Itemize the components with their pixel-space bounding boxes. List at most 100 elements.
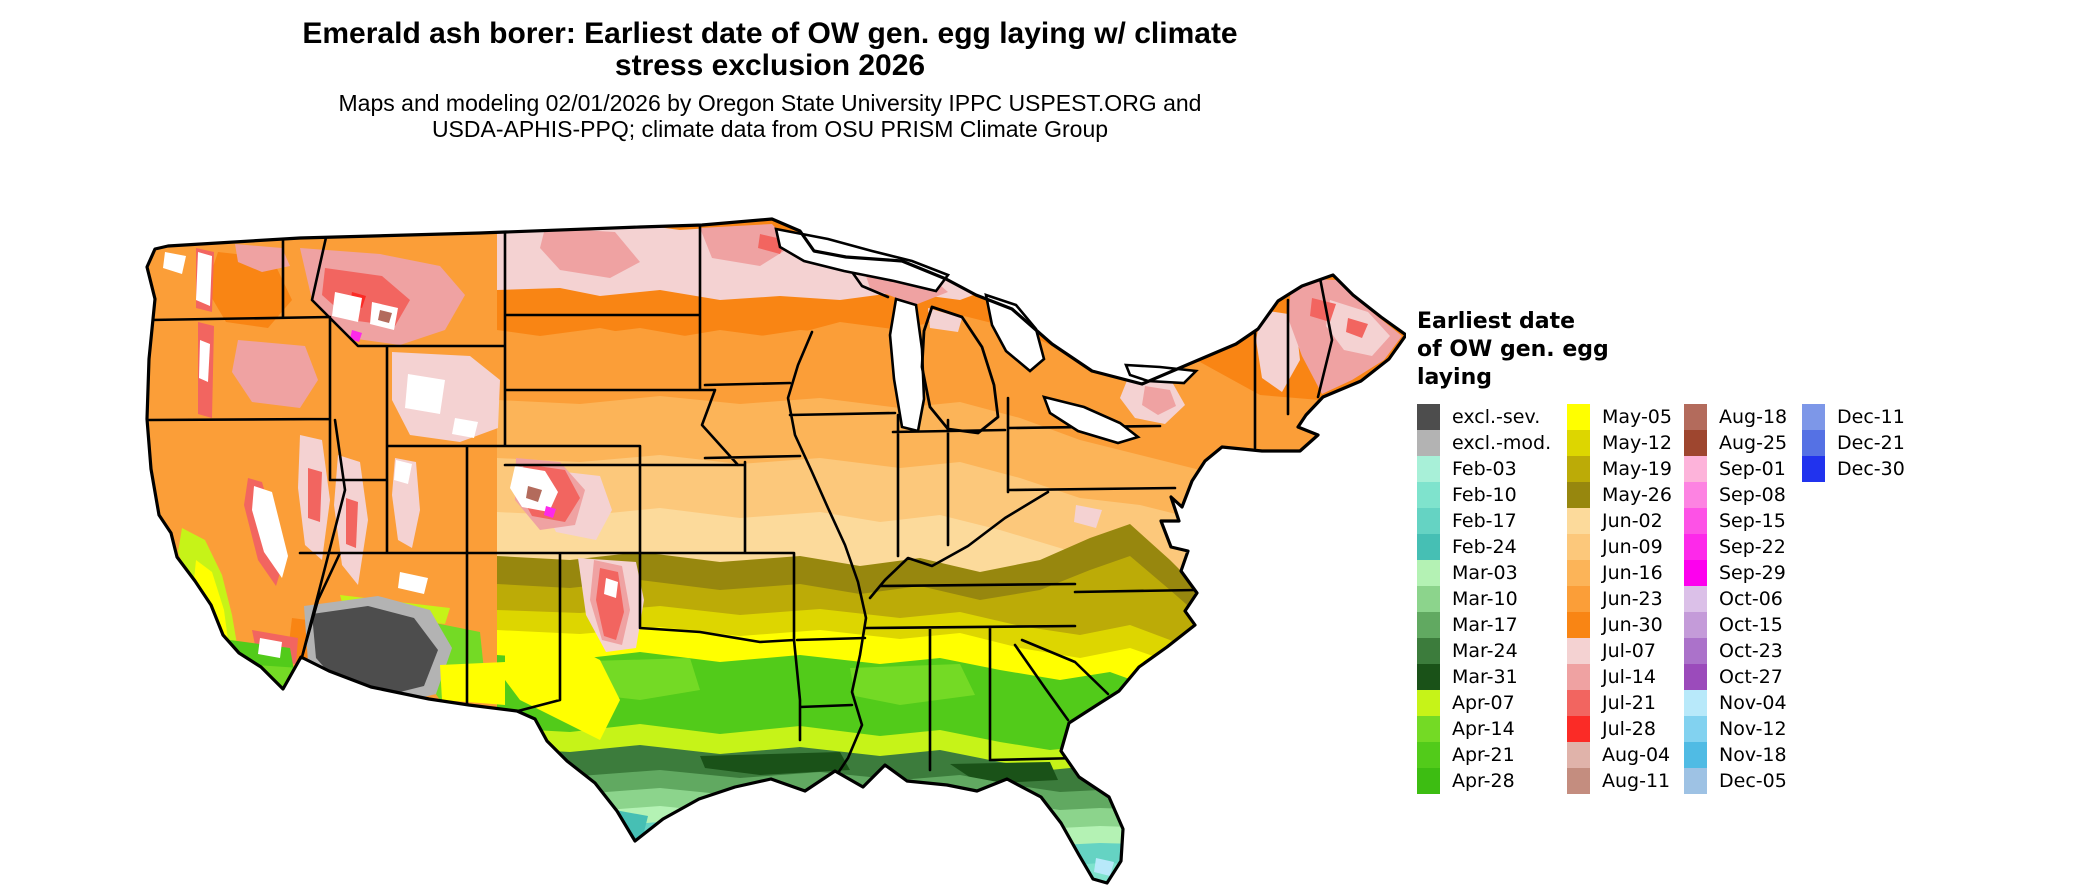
patch-arizona-excl-sev [312,606,438,696]
legend-swatch [1567,534,1590,560]
legend-entry: Sep-15 [1684,508,1787,534]
legend-entry: Oct-27 [1684,664,1787,690]
legend-label: excl.-mod. [1452,432,1552,454]
patch-white-peaks [163,252,618,658]
legend-entry: Mar-31 [1417,664,1551,690]
legend-entry: Jul-14 [1567,664,1672,690]
legend-label: Dec-11 [1837,406,1905,428]
legend-swatch [1567,742,1590,768]
legend-entry: Jul-21 [1567,690,1672,716]
legend-entry: Nov-04 [1684,690,1787,716]
legend-entry: Mar-24 [1417,638,1551,664]
legend-column-3: Aug-18 Aug-25 Sep-01 Sep-08 Sep-15 Sep-22 Sep-… [1684,404,1787,794]
legend-label: Jun-02 [1602,510,1663,532]
legend-label: Oct-27 [1719,666,1783,688]
legend-swatch [1567,612,1590,638]
legend-swatch [1417,690,1440,716]
legend-label: Jul-28 [1602,718,1656,740]
legend-entry: Apr-14 [1417,716,1551,742]
legend-swatch [1417,534,1440,560]
legend-entry: Oct-23 [1684,638,1787,664]
legend-title-line-1: Earliest date [1417,309,1576,334]
michigan-outline [920,305,1000,435]
legend-entry: Aug-18 [1684,404,1787,430]
band-feb03 [497,872,1406,883]
legend-swatch [1684,638,1707,664]
legend-label: Jun-09 [1602,536,1663,558]
legend-label: Jun-30 [1602,614,1663,636]
legend-label: Apr-07 [1452,692,1515,714]
legend-swatch [1567,430,1590,456]
legend-swatch [1567,456,1590,482]
legend-entry: Jul-07 [1567,638,1672,664]
title-line-1: Emerald ash borer: Earliest date of OW g… [302,17,1238,50]
legend-swatch [1567,716,1590,742]
legend-swatch [1417,586,1440,612]
legend-entry: Jun-16 [1567,560,1672,586]
us-map-svg [145,217,1408,885]
lake-huron [984,293,1046,373]
legend-label: Feb-10 [1452,484,1517,506]
legend-swatch [1417,612,1440,638]
great-lakes [774,227,1199,445]
legend-swatch [1684,456,1707,482]
legend-entry: May-05 [1567,404,1672,430]
legend-swatch [1417,508,1440,534]
legend-swatch [1684,534,1707,560]
legend-entry: excl.-sev. [1417,404,1551,430]
legend-label: Feb-17 [1452,510,1517,532]
legend-swatch [1684,482,1707,508]
legend-swatch [1417,560,1440,586]
legend-label: Apr-21 [1452,744,1515,766]
legend-entry: Sep-29 [1684,560,1787,586]
legend-entry: Sep-01 [1684,456,1787,482]
legend-column-1: excl.-sev. excl.-mod. Feb-03 Feb-10 Feb-17 Fe… [1417,404,1551,794]
legend-title: Earliest date of OW gen. egg laying [1417,308,1977,392]
legend-label: Jul-21 [1602,692,1656,714]
band-feb10 [497,846,1406,883]
legend-label: Mar-24 [1452,640,1518,662]
legend-entry: Jun-30 [1567,612,1672,638]
legend-swatch [1567,586,1590,612]
legend-swatch [1684,430,1707,456]
legend-entry: Apr-28 [1417,768,1551,794]
legend-entry: Oct-15 [1684,612,1787,638]
subtitle-line-1: Maps and modeling 02/01/2026 by Oregon S… [338,90,1202,116]
subtitle-line-2: USDA-APHIS-PPQ; climate data from OSU PR… [431,116,1109,142]
legend-swatch [1684,560,1707,586]
legend-swatch [1417,404,1440,430]
legend-entry: Jun-23 [1567,586,1672,612]
legend-entry: Mar-03 [1417,560,1551,586]
legend-label: Nov-18 [1719,744,1787,766]
legend-entry: Dec-11 [1802,404,1905,430]
legend-entry: excl.-mod. [1417,430,1551,456]
legend-entry: Nov-12 [1684,716,1787,742]
legend-swatch [1567,768,1590,794]
legend-swatch [1417,456,1440,482]
legend-label: Sep-08 [1719,484,1786,506]
map-fills [147,219,1406,883]
legend-label: Nov-12 [1719,718,1787,740]
legend-swatch [1417,482,1440,508]
legend-entry: Jun-02 [1567,508,1672,534]
legend-label: Feb-24 [1452,536,1517,558]
legend-swatch [1802,404,1825,430]
legend-label: Aug-18 [1719,406,1788,428]
legend-swatch [1417,664,1440,690]
legend-label: Sep-01 [1719,458,1786,480]
legend-entry: Mar-10 [1417,586,1551,612]
legend-entry: Feb-03 [1417,456,1551,482]
legend-swatch [1684,612,1707,638]
legend-label: excl.-sev. [1452,406,1541,428]
legend-entry: Apr-07 [1417,690,1551,716]
legend-label: Aug-11 [1602,770,1671,792]
legend-label: Sep-22 [1719,536,1786,558]
legend-entry: Aug-04 [1567,742,1672,768]
legend-entry: Sep-22 [1684,534,1787,560]
legend-label: Dec-21 [1837,432,1905,454]
patch-sep22-specks [350,330,556,518]
legend-entry: Dec-30 [1802,456,1905,482]
legend-swatch [1567,690,1590,716]
legend-label: Dec-30 [1837,458,1905,480]
